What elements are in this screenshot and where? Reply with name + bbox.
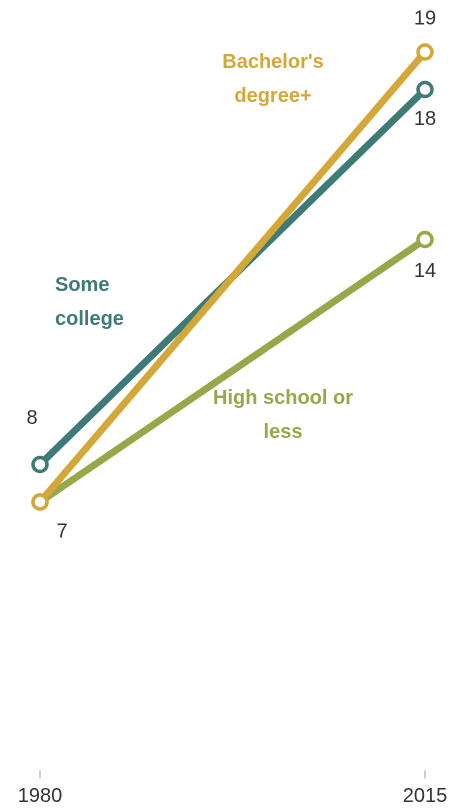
- data-label: 18: [414, 108, 436, 130]
- series-label: Bachelor's degree+: [222, 51, 324, 107]
- data-label: 14: [414, 260, 436, 282]
- series-label: High school or less: [213, 387, 353, 443]
- series-label: Some college: [55, 274, 124, 330]
- data-label: 7: [56, 520, 67, 542]
- x-tick-label: 2015: [403, 785, 448, 807]
- point: [416, 80, 434, 99]
- x-tick-label: 1980: [18, 785, 63, 807]
- point: [416, 43, 434, 61]
- data-label: 19: [414, 7, 436, 29]
- line: [36, 236, 429, 506]
- line: [36, 48, 429, 506]
- point: [416, 230, 434, 249]
- point: [31, 493, 49, 511]
- data-label: 8: [26, 407, 37, 429]
- point: [31, 455, 49, 474]
